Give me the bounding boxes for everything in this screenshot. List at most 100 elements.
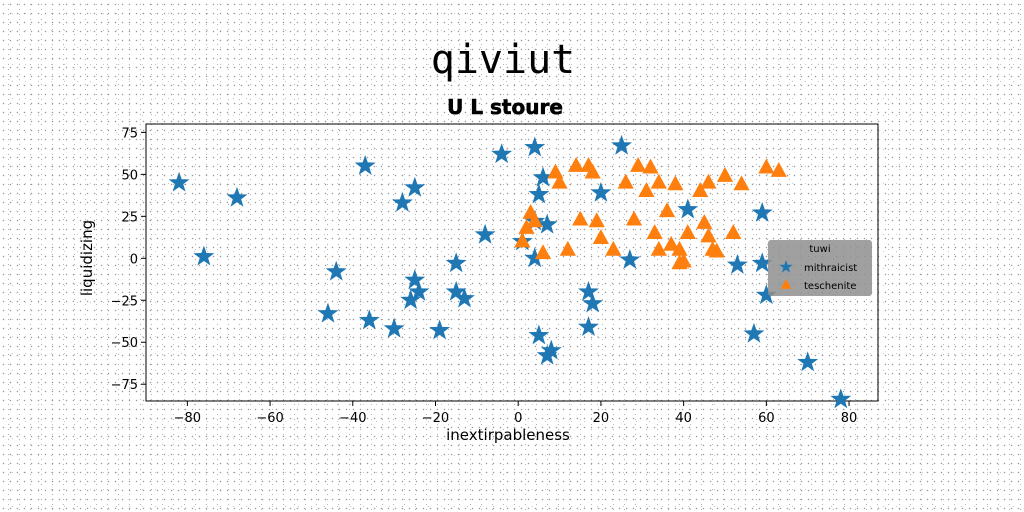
y-tick-label: 75 (121, 126, 138, 141)
teschenite-point (547, 163, 564, 179)
mithraicist-point (383, 317, 405, 338)
teschenite-point (696, 214, 713, 229)
teschenite-point (551, 173, 568, 189)
teschenite-point (758, 158, 775, 174)
mithraicist-point (404, 176, 426, 197)
teschenite-point (650, 173, 667, 189)
mithraicist-point (797, 351, 819, 372)
mithraicist-point (751, 252, 773, 273)
teschenite-point (518, 219, 535, 234)
mithraicist-point (445, 280, 467, 301)
teschenite-point (663, 235, 680, 251)
data-marks (168, 134, 852, 409)
teschenite-point (526, 212, 543, 228)
mithraicist-point (226, 186, 248, 207)
mithraicist-point (743, 322, 765, 343)
chart-title: qiviut (431, 37, 576, 83)
mithraicist-point (528, 183, 550, 204)
x-tick-label: −20 (422, 411, 449, 426)
mithraicist-point (524, 136, 546, 157)
mithraicist-point (429, 319, 451, 340)
mithraicist-point (590, 181, 612, 202)
legend: tuwi mithraicist teschenite (768, 240, 872, 296)
mithraicist-point (193, 245, 215, 266)
teschenite-point (700, 173, 717, 189)
mithraicist-point (453, 287, 475, 308)
teschenite-point (584, 163, 601, 179)
axis-ticks: −80 −60 −40 −20 0 20 40 60 80 −75 −50 −25 0 25 50 75 (111, 126, 858, 426)
y-tick-label: −75 (111, 378, 138, 393)
teschenite-point (642, 158, 659, 174)
teschenite-point (559, 240, 576, 256)
mithraicist-point (751, 201, 773, 222)
chart-subtitle: U L stoure (447, 95, 563, 119)
teschenite-point (572, 210, 589, 226)
y-tick-label: −25 (111, 294, 138, 309)
y-tick-label: 0 (130, 252, 138, 267)
mithraicist-point (582, 292, 604, 313)
legend-title: tuwi (809, 244, 830, 255)
mithraicist-point (532, 166, 554, 187)
teschenite-point (630, 156, 647, 172)
mithraicist-point (726, 254, 748, 274)
mithraicist-point (474, 223, 496, 244)
mithraicist-point (677, 198, 699, 219)
x-axis-label: inextirpableness (446, 426, 570, 444)
mithraicist-point (354, 154, 376, 175)
legend-marker-mithraicist (779, 260, 793, 273)
x-tick-label: −60 (256, 411, 283, 426)
teschenite-point (671, 240, 688, 256)
y-tick-label: 25 (121, 210, 138, 225)
mithraicist-point (578, 316, 599, 337)
mithraicist-point (400, 289, 422, 310)
teschenite-point (625, 210, 643, 226)
mithraicist-point (358, 309, 380, 330)
mithraicist-point (524, 247, 546, 268)
teschenite-point (671, 254, 688, 270)
teschenite-point (592, 229, 610, 245)
teschenite-point (692, 182, 709, 198)
mithraicist-point (611, 134, 633, 155)
teschenite-point (770, 162, 787, 177)
mithraicist-point (408, 280, 430, 301)
x-tick-label: 60 (758, 411, 775, 426)
legend-label-teschenite: teschenite (804, 281, 856, 292)
x-tick-label: 80 (841, 411, 858, 426)
mithraicist-point (755, 284, 777, 305)
teschenite-point (658, 202, 676, 218)
teschenite-point (716, 167, 734, 182)
teschenite-point (650, 240, 667, 256)
x-tick-label: 40 (675, 411, 692, 426)
teschenite-point (733, 175, 750, 191)
x-tick-label: −80 (174, 411, 201, 426)
mithraicist-point (391, 191, 413, 212)
mithraicist-point (445, 252, 467, 273)
axes-frame (145, 123, 879, 402)
mithraicist-point (830, 388, 852, 409)
mithraicist-point (325, 260, 347, 281)
teschenite-point (708, 242, 725, 258)
y-tick-label: 50 (121, 168, 138, 183)
mithraicist-point (404, 269, 426, 290)
mithraicist-point (317, 302, 339, 323)
teschenite-point (725, 224, 742, 239)
mithraicist-point (540, 339, 562, 360)
teschenite-point (646, 224, 663, 239)
teschenite-point (638, 182, 655, 198)
teschenite-point (667, 175, 684, 191)
teschenite-point (679, 224, 696, 239)
teschenite-point (534, 244, 552, 260)
y-tick-label: −50 (111, 336, 138, 351)
teschenite-point (605, 240, 622, 256)
teschenite-point (588, 212, 605, 228)
y-axis-label: liquidizing (78, 220, 96, 296)
legend-marker-teschenite (780, 279, 792, 289)
mithraicist-point (578, 280, 599, 301)
mithraicist-point (528, 324, 550, 345)
teschenite-point (514, 232, 531, 248)
x-tick-label: 0 (514, 411, 522, 426)
teschenite-point (700, 227, 717, 243)
plot-area: −80 −60 −40 −20 0 20 40 60 80 −75 −50 −25 0 25 50 75 (111, 123, 879, 426)
legend-box (768, 240, 872, 296)
